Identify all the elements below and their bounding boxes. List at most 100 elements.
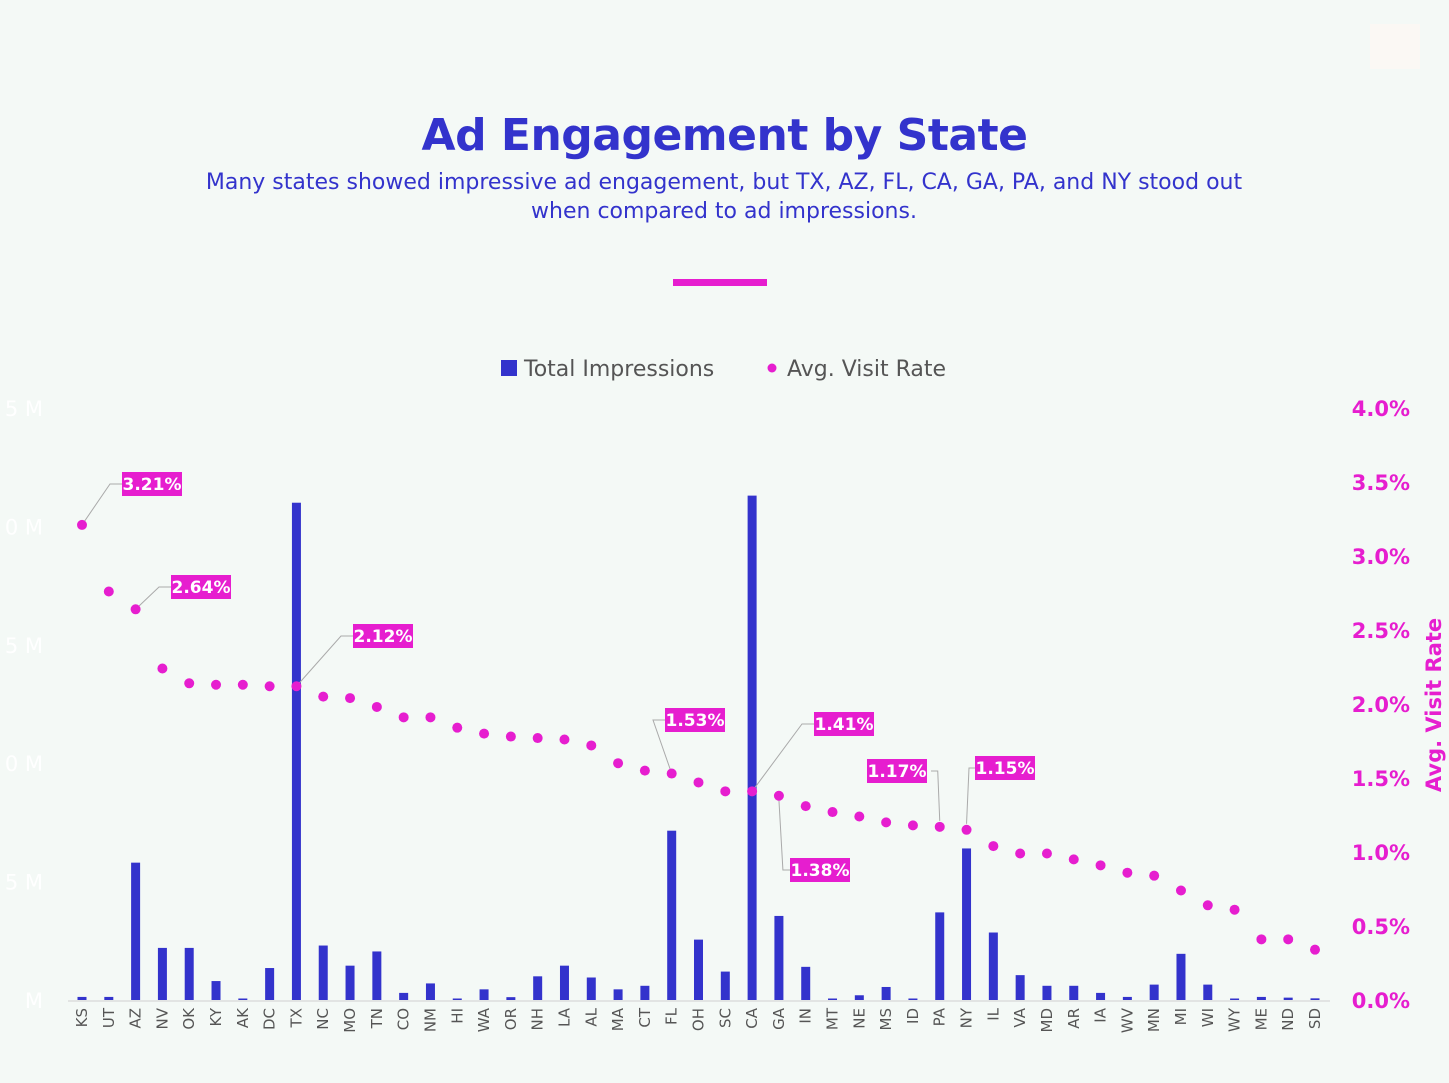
legend-swatch-impressions — [501, 360, 517, 376]
point-ut — [103, 586, 114, 597]
bar-sd — [1310, 998, 1320, 1000]
bar-ca — [747, 495, 757, 1000]
bar-ny — [962, 848, 972, 1000]
point-il — [988, 841, 999, 852]
point-co — [398, 712, 409, 723]
left-axis-tick: 5 M — [5, 871, 43, 895]
x-tick-tn: TN — [368, 1008, 386, 1029]
bar-ct — [640, 985, 650, 1000]
bar-nd — [1283, 997, 1293, 1000]
right-axis-tick: 0.0% — [1352, 989, 1410, 1013]
x-tick-nv: NV — [153, 1007, 171, 1029]
leader-line — [135, 586, 171, 610]
bar-id — [908, 998, 918, 1000]
bar-wa — [479, 989, 489, 1000]
point-oh — [693, 777, 704, 788]
point-mi — [1175, 885, 1186, 896]
data-label-fl: 1.53% — [666, 711, 725, 731]
point-nv — [157, 663, 168, 674]
bar-wv — [1122, 996, 1132, 1000]
point-fl — [666, 768, 677, 779]
point-ky — [211, 679, 222, 690]
bar-dc — [265, 968, 275, 1000]
point-pa — [934, 821, 945, 832]
x-tick-nm: NM — [421, 1008, 439, 1032]
point-me — [1256, 934, 1267, 945]
point-ar — [1068, 854, 1079, 865]
bar-oh — [694, 939, 703, 1000]
x-tick-wi: WI — [1199, 1008, 1217, 1027]
bar-wi — [1203, 984, 1213, 1000]
x-tick-oh: OH — [690, 1008, 708, 1031]
left-axis-tick: 0 M — [5, 515, 43, 539]
point-nc — [318, 691, 329, 702]
data-label-box-ga — [790, 858, 850, 882]
point-wa — [479, 728, 490, 739]
x-tick-nd: ND — [1279, 1008, 1297, 1031]
right-axis-title: Avg. Visit Rate — [1422, 618, 1446, 792]
x-tick-co: CO — [395, 1008, 413, 1030]
x-tick-ms: MS — [877, 1008, 895, 1030]
x-tick-tx: TX — [287, 1008, 305, 1028]
legend: Total Impressions Avg. Visit Rate — [501, 357, 946, 382]
bar-ga — [774, 915, 784, 1000]
point-ia — [1095, 860, 1106, 871]
point-mt — [827, 807, 838, 818]
x-tick-ca: CA — [743, 1007, 761, 1028]
bar-sc — [720, 971, 730, 1000]
bar-mi — [1176, 953, 1186, 1000]
x-tick-mo: MO — [341, 1008, 359, 1033]
right-axis-tick: 2.0% — [1352, 693, 1410, 717]
chart-subtitle: Many states showed impressive ad engagem… — [205, 170, 1243, 224]
left-axis-tick: 0 M — [5, 752, 43, 776]
data-label-ny: 1.15% — [976, 759, 1035, 779]
point-dc — [264, 681, 275, 692]
bar-ks — [77, 996, 87, 1000]
x-tick-ma: MA — [609, 1007, 627, 1031]
point-id — [907, 820, 918, 831]
bar-or — [506, 997, 516, 1000]
bar-tx — [291, 502, 301, 1000]
x-tick-ga: GA — [770, 1007, 788, 1030]
point-nh — [532, 733, 543, 744]
data-label-box-az — [171, 575, 231, 599]
right-axis-tick: 1.0% — [1352, 841, 1410, 865]
right-axis-tick: 3.0% — [1352, 545, 1410, 569]
bar-ut — [104, 996, 114, 1000]
right-axis-tick: 4.0% — [1352, 397, 1410, 421]
point-ms — [881, 817, 892, 828]
bar-mt — [828, 998, 838, 1000]
right-axis-tick: 0.5% — [1352, 915, 1410, 939]
x-tick-id: ID — [904, 1008, 922, 1024]
point-nd — [1283, 934, 1294, 945]
legend-swatch-visit-rate — [767, 363, 777, 373]
point-ne — [854, 811, 865, 822]
point-ks — [77, 519, 87, 530]
x-tick-la: LA — [555, 1007, 573, 1027]
x-tick-md: MD — [1038, 1008, 1056, 1033]
point-mo — [345, 693, 356, 704]
point-ca — [747, 786, 758, 797]
leader-line — [931, 770, 941, 821]
bar-az — [131, 862, 141, 1000]
point-la — [559, 734, 570, 745]
point-ma — [613, 758, 624, 769]
corner-widget — [1370, 24, 1420, 69]
leader-line — [652, 719, 673, 774]
accent-divider — [673, 279, 767, 286]
bar-ar — [1069, 985, 1079, 1000]
left-axis-tick: 5 M — [5, 397, 43, 421]
bar-me — [1256, 996, 1266, 1000]
bar-md — [1042, 985, 1052, 1000]
point-nm — [425, 712, 436, 723]
x-tick-fl: FL — [663, 1007, 681, 1025]
point-tx — [291, 681, 302, 692]
bar-pa — [935, 912, 945, 1000]
leader-line — [296, 635, 353, 687]
point-ga — [773, 790, 784, 801]
legend-label-impressions: Total Impressions — [523, 357, 714, 382]
x-tick-il: IL — [984, 1007, 1002, 1020]
bar-ak — [238, 998, 248, 1000]
x-tick-dc: DC — [261, 1008, 279, 1030]
point-va — [1015, 848, 1026, 859]
